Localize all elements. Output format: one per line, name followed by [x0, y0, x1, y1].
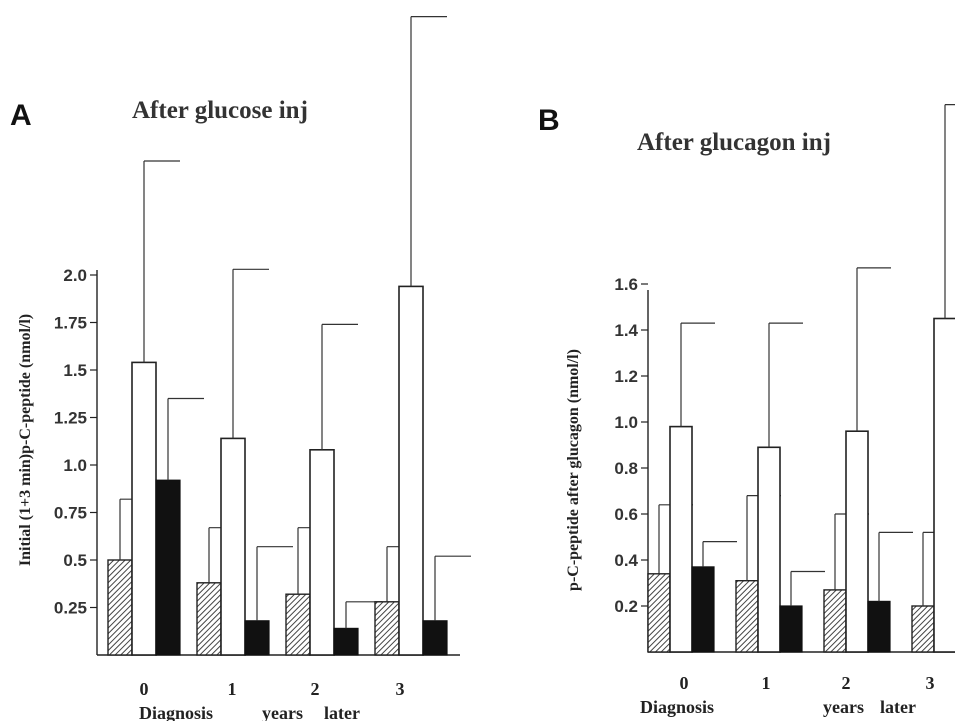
bar-open-1	[220, 437, 246, 656]
panel-a-x-caption-diagnosis: Diagnosis	[139, 703, 213, 721]
panel-a-y-ticks: 0.25 0.5 0.75 1.0 1.25 1.5 1.75 2.0	[54, 266, 97, 618]
panel-letter-b: B	[538, 104, 560, 137]
panel-a-y-axis-title: Initial (1+3 min)p-C-peptide (nmol/l)	[17, 314, 34, 566]
x-tick-label: 0	[680, 673, 689, 693]
bar-solid-1	[244, 620, 270, 656]
x-tick-label: 3	[926, 673, 935, 693]
panel-b-title: After glucagon inj	[637, 129, 831, 156]
y-tick-label: 1.4	[614, 321, 638, 340]
panel-b-x-caption-diagnosis: Diagnosis	[640, 697, 714, 717]
panel-a: A After glucose inj Initial (1+3 min)p-C…	[10, 16, 471, 721]
x-tick-label: 2	[842, 673, 851, 693]
y-tick-label: 1.75	[54, 314, 87, 333]
bar-open-3	[933, 317, 955, 653]
panel-a-x-caption-later: later	[324, 703, 360, 721]
bar-open-0	[669, 425, 693, 653]
bar-open-2	[309, 448, 335, 656]
bar-hatched-1	[735, 580, 759, 653]
y-tick-label: 1.25	[54, 409, 87, 428]
x-tick-label: 1	[762, 673, 771, 693]
panel-a-bars	[107, 16, 471, 656]
x-tick-label: 1	[228, 679, 237, 699]
x-tick-label: 0	[140, 679, 149, 699]
panel-b: B After glucagon inj p-C-peptide after g…	[538, 103, 955, 717]
panel-b-bars	[647, 103, 955, 653]
y-tick-label: 2.0	[63, 266, 87, 285]
panel-b-y-ticks: 0.2 0.4 0.6 0.8 1.0 1.2 1.4 1.6	[614, 275, 648, 616]
y-tick-label: 1.5	[63, 361, 87, 380]
y-tick-label: 0.75	[54, 504, 87, 523]
bar-solid-1	[779, 605, 803, 653]
y-tick-label: 0.25	[54, 599, 87, 618]
bar-hatched-0	[647, 573, 671, 653]
y-tick-label: 0.6	[614, 505, 638, 524]
x-tick-label: 2	[311, 679, 320, 699]
panel-a-title: After glucose inj	[132, 97, 308, 124]
bar-solid-0	[691, 566, 715, 653]
bar-hatched-3	[911, 605, 935, 653]
bar-solid-0	[155, 479, 181, 656]
panel-a-x-tick-labels: 0 1 2 3	[140, 679, 405, 699]
bar-hatched-1	[196, 582, 222, 656]
panel-letter-a: A	[10, 99, 32, 132]
bar-solid-3	[422, 620, 448, 656]
bar-solid-2	[867, 600, 891, 653]
y-tick-label: 0.5	[63, 551, 87, 570]
bar-hatched-2	[823, 589, 847, 653]
bar-open-0	[131, 361, 157, 656]
y-tick-label: 1.0	[614, 413, 638, 432]
bar-open-1	[757, 446, 781, 653]
panel-b-y-axis-title: p-C-peptide after glucagon (nmol/l)	[565, 349, 582, 591]
bar-hatched-3	[374, 601, 400, 656]
y-tick-label: 1.0	[63, 456, 87, 475]
y-tick-label: 1.2	[614, 367, 638, 386]
y-tick-label: 0.8	[614, 459, 638, 478]
bar-hatched-2	[285, 593, 311, 656]
panel-b-x-caption-years: years	[823, 697, 864, 717]
panel-b-x-caption-later: later	[880, 697, 916, 717]
panel-b-x-tick-labels: 0 1 2 3	[680, 673, 935, 693]
bar-hatched-0	[107, 559, 133, 656]
panel-a-x-caption-years: years	[262, 703, 303, 721]
y-tick-label: 0.4	[614, 551, 638, 570]
y-tick-label: 0.2	[614, 597, 638, 616]
bar-solid-2	[333, 627, 359, 656]
bar-open-3	[398, 285, 424, 656]
y-tick-label: 1.6	[614, 275, 638, 294]
x-tick-label: 3	[396, 679, 405, 699]
bar-open-2	[845, 430, 869, 653]
